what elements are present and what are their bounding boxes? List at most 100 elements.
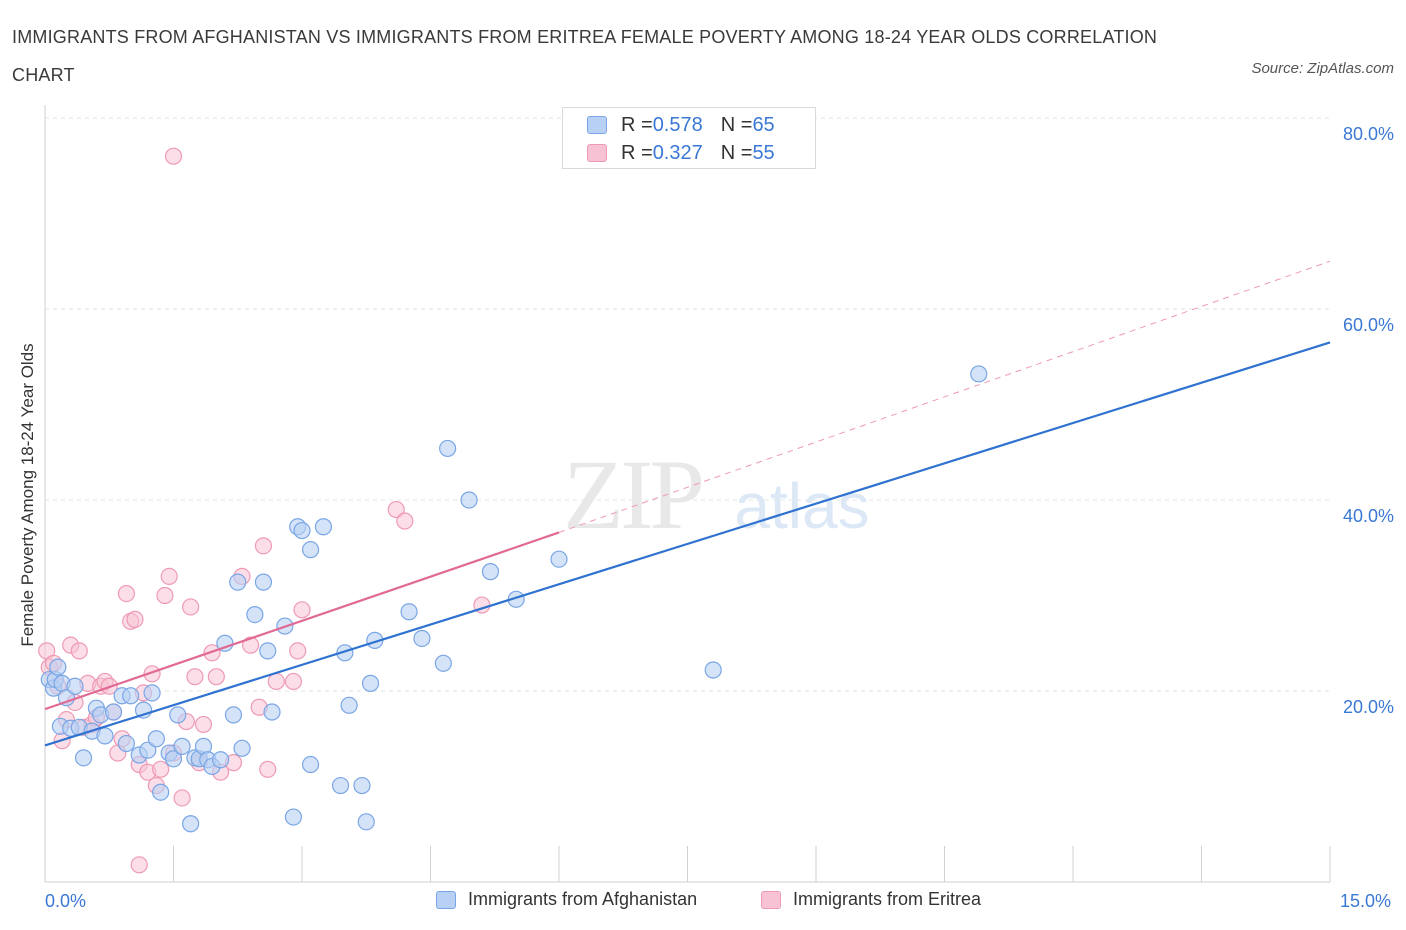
afghanistan-point [550, 550, 568, 568]
eritrea-point [242, 636, 260, 654]
watermark-atlas: atlas [734, 470, 869, 542]
legend-swatch-eritrea [587, 144, 607, 162]
afghanistan-point [104, 703, 123, 721]
afghanistan-point [301, 541, 320, 559]
afghanistan-trend-line [44, 341, 1331, 747]
x-tick-label-min: 0.0% [45, 891, 87, 911]
afghanistan-point [233, 739, 251, 757]
afghanistan-point [293, 521, 311, 540]
y-tick-label: 20.0% [1342, 697, 1394, 717]
eritrea-point [194, 715, 213, 734]
afghanistan-point [152, 783, 170, 801]
footer-legend-label-eritrea: Immigrants from Eritrea [793, 889, 982, 909]
eritrea-trend-line [44, 531, 560, 711]
eritrea-point [173, 789, 191, 807]
eritrea-point [284, 672, 303, 691]
afghanistan-point [460, 491, 478, 509]
afghanistan-point [481, 563, 500, 581]
axes [44, 105, 1331, 883]
afghanistan-point [254, 573, 273, 591]
eritrea-point [267, 672, 285, 691]
afghanistan-point [434, 654, 452, 672]
legend-n-value-eritrea: 55 [752, 141, 775, 164]
afghanistan-point [301, 755, 320, 774]
afghanistan-point [413, 629, 431, 648]
eritrea-point [160, 567, 178, 586]
afghanistan-point [164, 750, 183, 768]
eritrea-point [259, 760, 277, 778]
afghanistan-point [147, 730, 165, 748]
legend-r-label: R = [621, 113, 653, 136]
legend-row-eritrea: R = 0.327 N = 55 [587, 141, 775, 165]
eritrea-point [289, 642, 307, 660]
y-tick-label: 40.0% [1342, 506, 1394, 526]
y-tick-label: 80.0% [1342, 124, 1394, 144]
eritrea-point [186, 668, 204, 686]
watermark-zip: ZIP [563, 439, 701, 550]
legend-r-value-afghanistan: 0.578 [652, 113, 703, 136]
eritrea-point [293, 601, 311, 619]
eritrea-point [254, 537, 273, 555]
afghanistan-point [49, 658, 67, 676]
afghanistan-point [169, 706, 187, 724]
afghanistan-point [212, 751, 230, 769]
legend-r-label: R = [621, 141, 653, 164]
afghanistan-point [259, 642, 277, 660]
legend-n-value-afghanistan: 65 [752, 113, 775, 136]
afghanistan-point [182, 815, 200, 833]
footer-legend-afghanistan: Immigrants from Afghanistan [436, 889, 697, 910]
eritrea-point [396, 512, 414, 530]
afghanistan-point [284, 808, 303, 826]
afghanistan-point [229, 573, 247, 591]
afghanistan-point [74, 749, 93, 767]
x-tick-label-max: 15.0% [1340, 891, 1392, 911]
eritrea-point [387, 500, 405, 519]
eritrea-point [130, 856, 148, 874]
eritrea-trend-extension [558, 260, 1331, 533]
correlation-legend: R = 0.578 N = 65 R = 0.327 N = 55 [562, 107, 816, 169]
afghanistan-points [40, 365, 988, 833]
afghanistan-point [96, 727, 114, 745]
eritrea-points [38, 147, 491, 874]
afghanistan-point [216, 634, 234, 652]
legend-swatch-afghanistan [587, 116, 607, 134]
source-label: Source: ZipAtlas.com [1251, 60, 1394, 77]
footer-legend-eritrea: Immigrants from Eritrea [761, 889, 981, 910]
y-axis-label: Female Poverty Among 18-24 Year Olds [18, 343, 37, 647]
afghanistan-point [139, 741, 157, 759]
footer-swatch-eritrea [761, 890, 781, 909]
eritrea-point [117, 584, 135, 603]
afghanistan-point [704, 661, 722, 679]
legend-r-value-eritrea: 0.327 [652, 141, 703, 164]
afghanistan-point [331, 776, 350, 795]
eritrea-point [182, 598, 200, 616]
gridlines [45, 117, 1330, 692]
afghanistan-point [66, 677, 84, 695]
trend-lines [44, 260, 1331, 747]
afghanistan-point [400, 603, 418, 621]
footer-swatch-afghanistan [436, 890, 456, 909]
afghanistan-point [314, 518, 333, 536]
eritrea-point [164, 147, 183, 165]
afghanistan-point [122, 687, 140, 705]
legend-row-afghanistan: R = 0.578 N = 65 [587, 113, 775, 137]
afghanistan-point [246, 605, 264, 624]
afghanistan-point [117, 734, 135, 753]
afghanistan-point [353, 776, 371, 795]
afghanistan-point [143, 684, 161, 702]
afghanistan-point [173, 737, 191, 755]
eritrea-point [152, 760, 170, 778]
footer-legend-label-afghanistan: Immigrants from Afghanistan [468, 889, 698, 909]
eritrea-point [126, 610, 144, 628]
afghanistan-point [970, 365, 988, 383]
afghanistan-point [224, 706, 243, 724]
eritrea-point [207, 668, 225, 686]
afghanistan-point [439, 439, 457, 458]
eritrea-point [70, 642, 88, 660]
chart-title: IMMIGRANTS FROM AFGHANISTAN VS IMMIGRANT… [12, 27, 1158, 85]
afghanistan-point [357, 813, 375, 831]
y-tick-label: 60.0% [1342, 315, 1394, 335]
legend-n-label: N = [720, 113, 753, 136]
afghanistan-point [361, 674, 380, 692]
